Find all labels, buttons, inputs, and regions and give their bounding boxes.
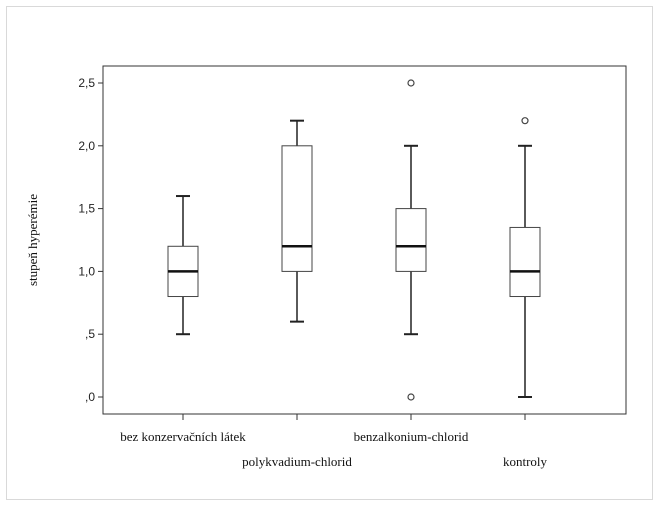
box-iqr — [281, 145, 313, 272]
box-group — [167, 195, 199, 336]
y-tick-label: 2,5 — [78, 76, 95, 90]
x-category-label: polykvadium-chlorid — [242, 454, 352, 469]
outlier-point — [407, 79, 415, 87]
x-category-label: bez konzervačních látek — [120, 429, 246, 444]
x-axis-ticks: bez konzervačních látek polykvadium-chlor… — [120, 414, 548, 469]
box-group — [395, 79, 427, 401]
outlier-point — [407, 393, 415, 401]
boxes — [167, 79, 541, 401]
y-tick-label: 1,5 — [78, 202, 95, 216]
x-category-label: benzalkonium-chlorid — [354, 429, 469, 444]
box-group — [509, 117, 541, 398]
y-tick-label: ,0 — [85, 390, 95, 404]
y-tick-label: 1,0 — [78, 264, 95, 278]
y-tick-label: ,5 — [85, 327, 95, 341]
outlier-point — [521, 117, 529, 125]
plot-area — [102, 65, 627, 415]
y-axis-title: stupeň hyperémie — [25, 194, 40, 286]
x-category-label: kontroly — [503, 454, 548, 469]
y-axis-ticks: ,0 ,5 1,0 1,5 2,0 2,5 — [78, 76, 103, 404]
y-tick-label: 2,0 — [78, 139, 95, 153]
box-iqr — [509, 226, 541, 298]
box-group — [281, 119, 313, 323]
box-iqr — [395, 208, 427, 272]
